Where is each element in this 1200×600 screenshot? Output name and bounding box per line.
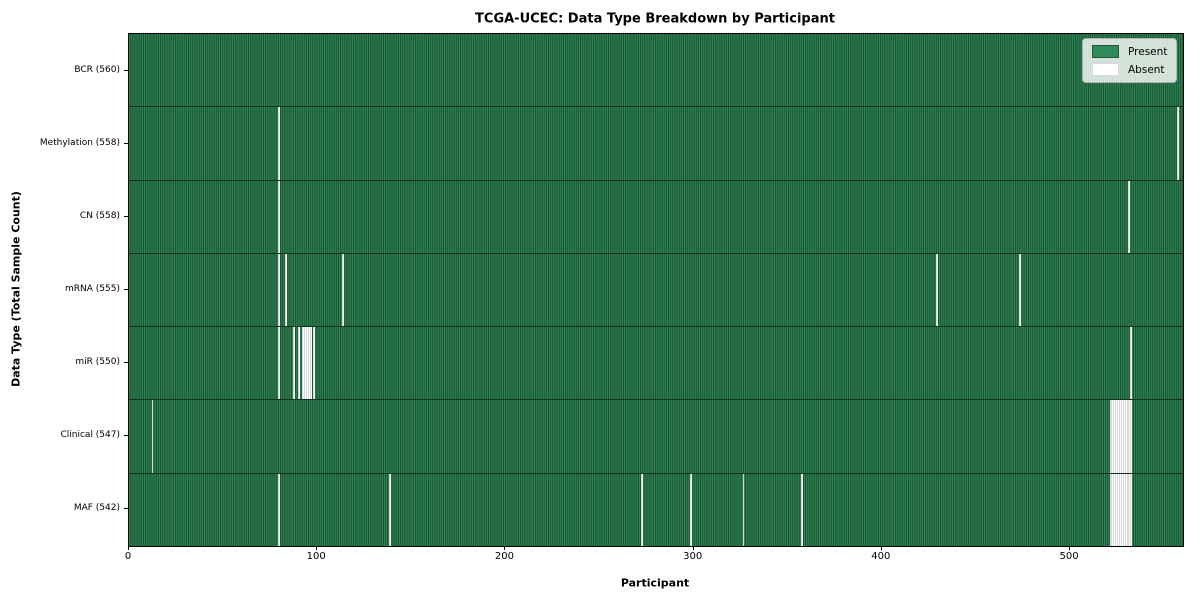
absent-bar [1177, 107, 1180, 180]
heatmap-row-mrna [129, 253, 1183, 328]
absent-bar [1128, 473, 1131, 546]
heatmap-row-methylation [129, 107, 1183, 181]
absent-bar [388, 473, 391, 546]
absent-bar [1117, 400, 1119, 473]
absent-bar [277, 180, 280, 253]
absent-bar [1113, 473, 1116, 546]
heatmap-row-clinical [129, 400, 1183, 474]
heatmap-row-mir [129, 327, 1183, 401]
absent-bar [1120, 400, 1123, 473]
absent-bar [313, 327, 316, 400]
x-tick-mark [316, 546, 318, 550]
y-tick-mark [124, 142, 128, 144]
absent-bar [307, 327, 310, 400]
legend-label-absent: Absent [1128, 63, 1165, 76]
absent-bar [302, 327, 305, 400]
x-tick-label: 100 [306, 551, 326, 562]
absent-bar [277, 107, 280, 180]
x-tick-mark [692, 546, 694, 550]
absent-bar [1130, 327, 1133, 400]
y-tick-label: MAF (542) [73, 503, 120, 514]
absent-bar [1124, 473, 1127, 546]
absent-bar [1115, 473, 1118, 546]
y-tick-mark [124, 435, 128, 437]
absent-bar [298, 327, 301, 400]
legend-label-present: Present [1128, 45, 1168, 58]
absent-bar [1122, 400, 1125, 473]
x-tick-label: 0 [124, 551, 132, 562]
x-tick-mark [880, 546, 882, 550]
y-tick-label: CN (558) [79, 210, 120, 221]
y-tick-mark [124, 69, 128, 71]
y-tick-label: Methylation (558) [39, 137, 120, 148]
present-swatch-icon [1092, 45, 1119, 58]
x-tick-mark [1069, 546, 1071, 550]
absent-bar [1126, 473, 1129, 546]
absent-bar [305, 327, 308, 400]
heatmap-row-cn [129, 180, 1183, 254]
y-tick-mark [124, 289, 128, 290]
absent-bar [1126, 400, 1129, 473]
absent-bar [309, 327, 312, 400]
plot-area [128, 33, 1184, 547]
x-tick-label: 300 [683, 551, 703, 562]
absent-bar [292, 327, 295, 400]
absent-bar [742, 473, 745, 546]
absent-bar [1109, 400, 1112, 473]
absent-bar [936, 253, 939, 327]
chart-title: TCGA-UCEC: Data Type Breakdown by Partic… [475, 11, 835, 27]
absent-bar [1119, 400, 1121, 473]
heatmap-row-maf [129, 473, 1183, 546]
heatmap-row-bcr [129, 34, 1183, 108]
y-tick-label: BCR (560) [74, 64, 120, 75]
y-tick-label: mRNA (555) [65, 284, 120, 294]
absent-bar [1119, 473, 1121, 546]
absent-bar [1130, 473, 1133, 546]
absent-bar [1113, 400, 1116, 473]
absent-bar [1120, 473, 1123, 546]
y-tick-mark [124, 362, 128, 364]
y-tick-mark [124, 508, 128, 510]
y-tick-mark [124, 215, 128, 217]
absent-bar [151, 400, 154, 473]
y-tick-label: Clinical (547) [60, 430, 120, 441]
absent-bar [341, 253, 344, 327]
absent-bar [1117, 473, 1119, 546]
absent-bar [1130, 400, 1133, 473]
absent-bar [1111, 473, 1114, 546]
absent-bar [1122, 473, 1125, 546]
absent-swatch-icon [1092, 63, 1119, 76]
legend-item-absent: Absent [1092, 63, 1167, 76]
absent-bar [1124, 400, 1127, 473]
x-tick-label: 200 [494, 551, 514, 562]
x-tick-label: 500 [1059, 551, 1079, 562]
absent-bar [1128, 400, 1131, 473]
absent-bar [1115, 400, 1118, 473]
legend: Present Absent [1082, 38, 1178, 83]
absent-bar [800, 473, 803, 546]
absent-bar [285, 253, 288, 327]
legend-item-present: Present [1092, 45, 1167, 58]
absent-bar [689, 473, 692, 546]
absent-bar [640, 473, 643, 546]
absent-bar [1109, 473, 1112, 546]
absent-bar [277, 473, 280, 546]
y-tick-label: miR (550) [75, 357, 120, 368]
x-tick-mark [504, 546, 506, 550]
absent-bar [1111, 400, 1114, 473]
x-tick-label: 400 [871, 551, 891, 562]
absent-bar [277, 253, 280, 327]
absent-bar [1019, 253, 1022, 327]
x-axis-label: Participant [620, 576, 690, 590]
absent-bar [304, 327, 306, 400]
x-tick-mark [128, 546, 129, 550]
absent-bar [1128, 180, 1131, 253]
absent-bar [277, 327, 280, 400]
